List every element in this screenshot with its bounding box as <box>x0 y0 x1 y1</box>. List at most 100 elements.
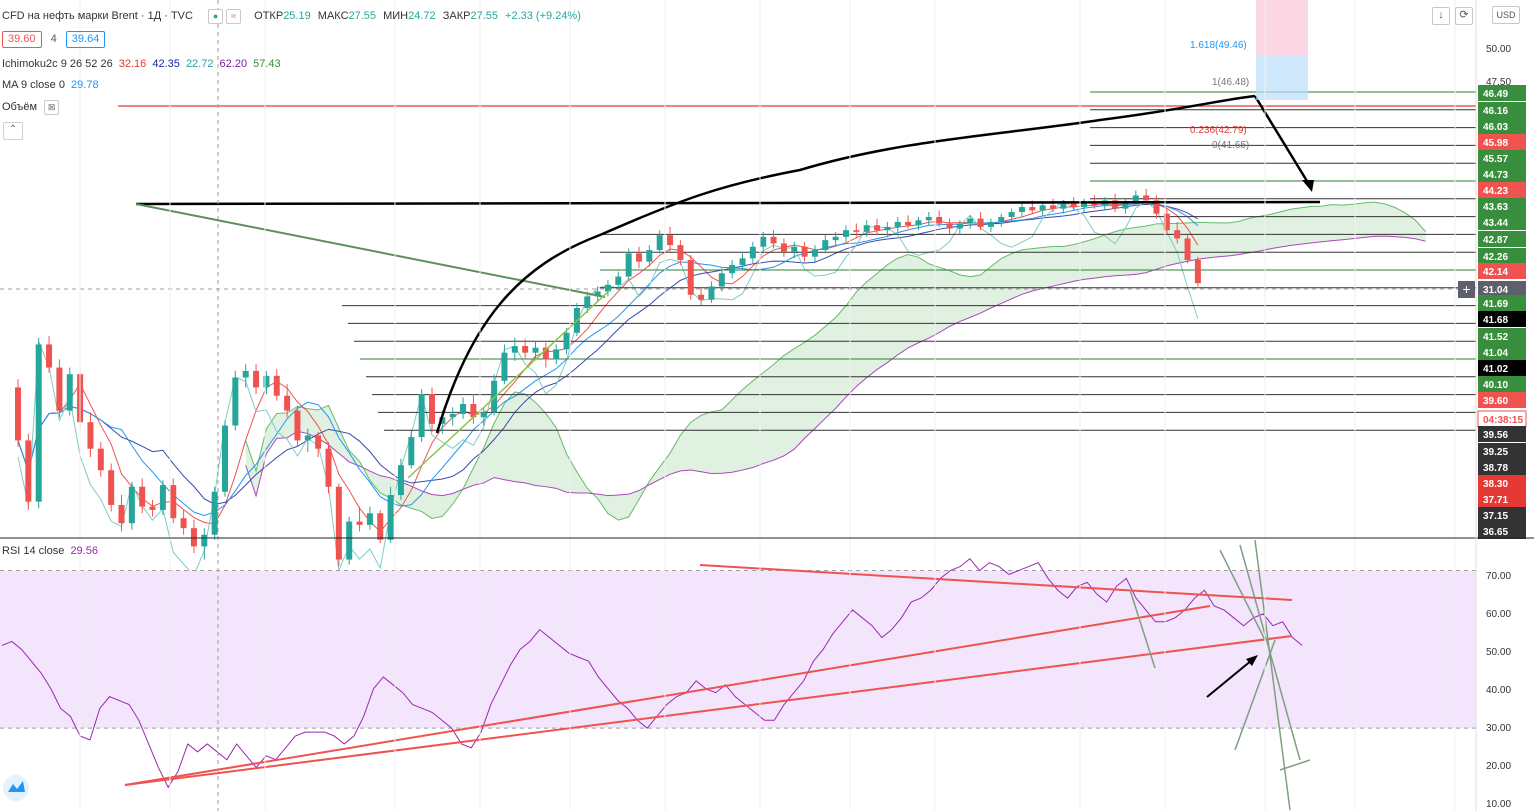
candle-body[interactable] <box>729 264 736 274</box>
candle-body[interactable] <box>211 491 218 535</box>
price-axis-label[interactable]: 45.98 <box>1478 134 1526 150</box>
price-axis-label[interactable]: 40.10 <box>1478 376 1526 392</box>
candle-body[interactable] <box>925 216 932 221</box>
candle-body[interactable] <box>1112 200 1119 209</box>
candle-body[interactable] <box>749 246 756 259</box>
candle-body[interactable] <box>253 370 260 388</box>
price-axis-label[interactable]: 41.69 <box>1478 295 1526 311</box>
candle-body[interactable] <box>822 240 829 251</box>
candle-body[interactable] <box>366 513 373 525</box>
price-axis-label[interactable]: 44.23 <box>1478 182 1526 198</box>
candle-body[interactable] <box>1039 205 1046 211</box>
candle-body[interactable] <box>894 221 901 227</box>
candle-body[interactable] <box>967 218 974 224</box>
fullscreen-icon[interactable]: ⟳ <box>1455 7 1473 25</box>
candle-body[interactable] <box>335 486 342 560</box>
candle-body[interactable] <box>35 344 42 502</box>
candle-body[interactable] <box>159 485 166 510</box>
candle-body[interactable] <box>667 235 674 246</box>
candle-body[interactable] <box>128 486 135 524</box>
candle-body[interactable] <box>449 413 456 418</box>
candle-body[interactable] <box>149 506 156 510</box>
candle-body[interactable] <box>770 236 777 244</box>
price-axis-label[interactable]: 37.15 <box>1478 507 1526 523</box>
rsi-sketch-line[interactable] <box>1219 549 1266 641</box>
price-axis-label[interactable]: 41.04 <box>1478 344 1526 360</box>
candle-body[interactable] <box>1050 205 1056 209</box>
candle-body[interactable] <box>594 291 601 297</box>
rsi-trendline-lower[interactable] <box>124 635 1293 786</box>
candle-body[interactable] <box>956 223 963 229</box>
candle-body[interactable] <box>232 377 239 426</box>
candle-body[interactable] <box>1184 238 1191 260</box>
collapse-icon[interactable]: ⌃ <box>3 122 23 140</box>
candle-body[interactable] <box>201 534 208 547</box>
position-risk-box[interactable] <box>1256 0 1308 55</box>
candle-body[interactable] <box>501 352 508 381</box>
wave-icon[interactable]: ≈ <box>226 8 242 24</box>
rsi-sketch-line[interactable] <box>1129 589 1156 669</box>
price-axis-label[interactable]: 38.30 <box>1478 475 1526 491</box>
candle-body[interactable] <box>1194 260 1201 284</box>
forecast-arrow-line[interactable] <box>1253 95 1312 187</box>
candle-body[interactable] <box>263 375 270 388</box>
price-axis-label[interactable]: 46.16 <box>1478 102 1526 118</box>
candle-body[interactable] <box>946 223 953 229</box>
candle-body[interactable] <box>874 225 881 231</box>
volume-settings-icon[interactable]: ⊠ <box>44 99 60 115</box>
candle-body[interactable] <box>1163 213 1170 231</box>
candle-body[interactable] <box>905 221 912 226</box>
candle-body[interactable] <box>698 294 705 300</box>
candle-body[interactable] <box>646 250 653 262</box>
price-axis-label[interactable]: 41.68 <box>1478 311 1526 327</box>
candle-body[interactable] <box>118 504 125 524</box>
rsi-line[interactable] <box>1 558 1303 789</box>
candle-body[interactable] <box>429 394 435 424</box>
rsi-arrow-head[interactable] <box>1246 655 1258 666</box>
candle-body[interactable] <box>470 404 477 418</box>
candle-body[interactable] <box>563 332 570 350</box>
candle-body[interactable] <box>1153 200 1160 214</box>
plus-icon[interactable]: + <box>1458 281 1475 298</box>
price-axis-label[interactable]: 44.73 <box>1478 166 1526 182</box>
candle-body[interactable] <box>46 344 53 368</box>
candle-body[interactable] <box>56 367 63 411</box>
candle-body[interactable] <box>853 230 860 232</box>
rsi-sketch-line[interactable] <box>1254 539 1291 811</box>
candle-body[interactable] <box>739 258 746 265</box>
candle-body[interactable] <box>708 286 715 300</box>
candle-body[interactable] <box>304 435 311 441</box>
candle-body[interactable] <box>615 276 622 285</box>
price-axis-label[interactable]: 46.49 <box>1478 85 1526 101</box>
candle-body[interactable] <box>677 245 684 260</box>
candle-body[interactable] <box>811 250 818 257</box>
candle-body[interactable] <box>377 513 384 540</box>
candle-body[interactable] <box>397 465 404 496</box>
price-axis-label[interactable]: 38.78 <box>1478 459 1526 475</box>
candle-body[interactable] <box>801 246 808 257</box>
price-axis-label[interactable]: 31.04 <box>1478 281 1526 297</box>
price-axis-label[interactable]: 37.71 <box>1478 491 1526 507</box>
price-axis-label[interactable]: 39.25 <box>1478 443 1526 459</box>
trend-curve[interactable] <box>435 94 1256 434</box>
candle-body[interactable] <box>170 485 177 519</box>
candle-body[interactable] <box>522 346 529 353</box>
candle-body[interactable] <box>356 521 363 525</box>
price-axis-label[interactable]: 36.65 <box>1478 523 1526 539</box>
candle-body[interactable] <box>1132 195 1139 203</box>
candle-body[interactable] <box>460 404 467 414</box>
eye-icon[interactable]: ● <box>208 8 224 24</box>
candle-body[interactable] <box>190 528 197 547</box>
candle-body[interactable] <box>242 370 249 378</box>
candle-body[interactable] <box>998 216 1005 222</box>
candle-body[interactable] <box>884 226 891 231</box>
price-axis-label[interactable]: 42.26 <box>1478 248 1526 264</box>
candle-body[interactable] <box>1008 212 1015 217</box>
candle-body[interactable] <box>915 220 922 226</box>
candle-body[interactable] <box>584 296 591 308</box>
rsi-legend[interactable]: RSI 14 close 29.56 <box>2 545 98 557</box>
candle-body[interactable] <box>542 347 549 360</box>
price-axis-label[interactable]: 42.87 <box>1478 231 1526 247</box>
download-icon[interactable]: ↓ <box>1432 7 1450 25</box>
